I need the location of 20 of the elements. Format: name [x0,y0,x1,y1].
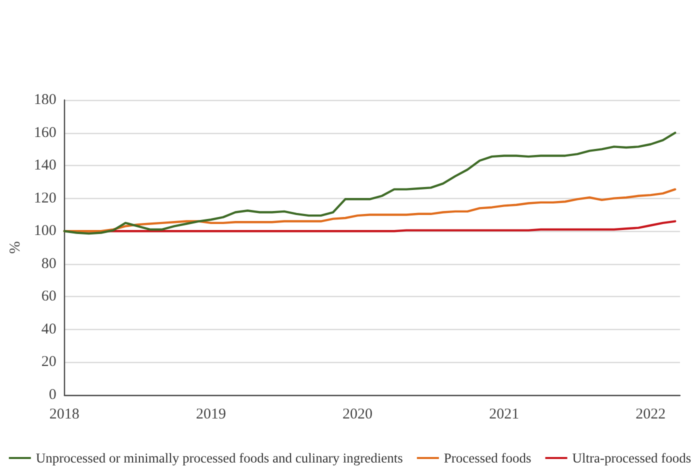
y-tick-label: 40 [41,321,56,338]
y-tick-label: 20 [41,354,56,370]
y-tick-label: 60 [41,288,56,305]
x-tick-label: 2019 [196,406,226,422]
x-tick-label: 2018 [49,406,80,422]
y-tick-label: 100 [34,223,56,240]
y-tick-label: 0 [48,387,56,403]
y-tick-label: 180 [34,92,56,108]
legend-label: Processed foods [444,450,532,466]
y-tick-label: 120 [34,190,56,206]
x-tick-label: 2020 [342,406,373,422]
x-tick-label: 2021 [489,406,520,422]
x-tick-label: 2022 [636,406,666,422]
y-tick-label: 80 [41,256,56,272]
y-axis-title: % [8,241,24,254]
legend-label: Ultra-processed foods [572,450,692,466]
y-tick-label: 160 [34,124,56,141]
y-tick-label: 140 [34,158,56,174]
legend-label: Unprocessed or minimally processed foods and culinary ingredients [36,450,403,466]
line-series [63,132,676,235]
